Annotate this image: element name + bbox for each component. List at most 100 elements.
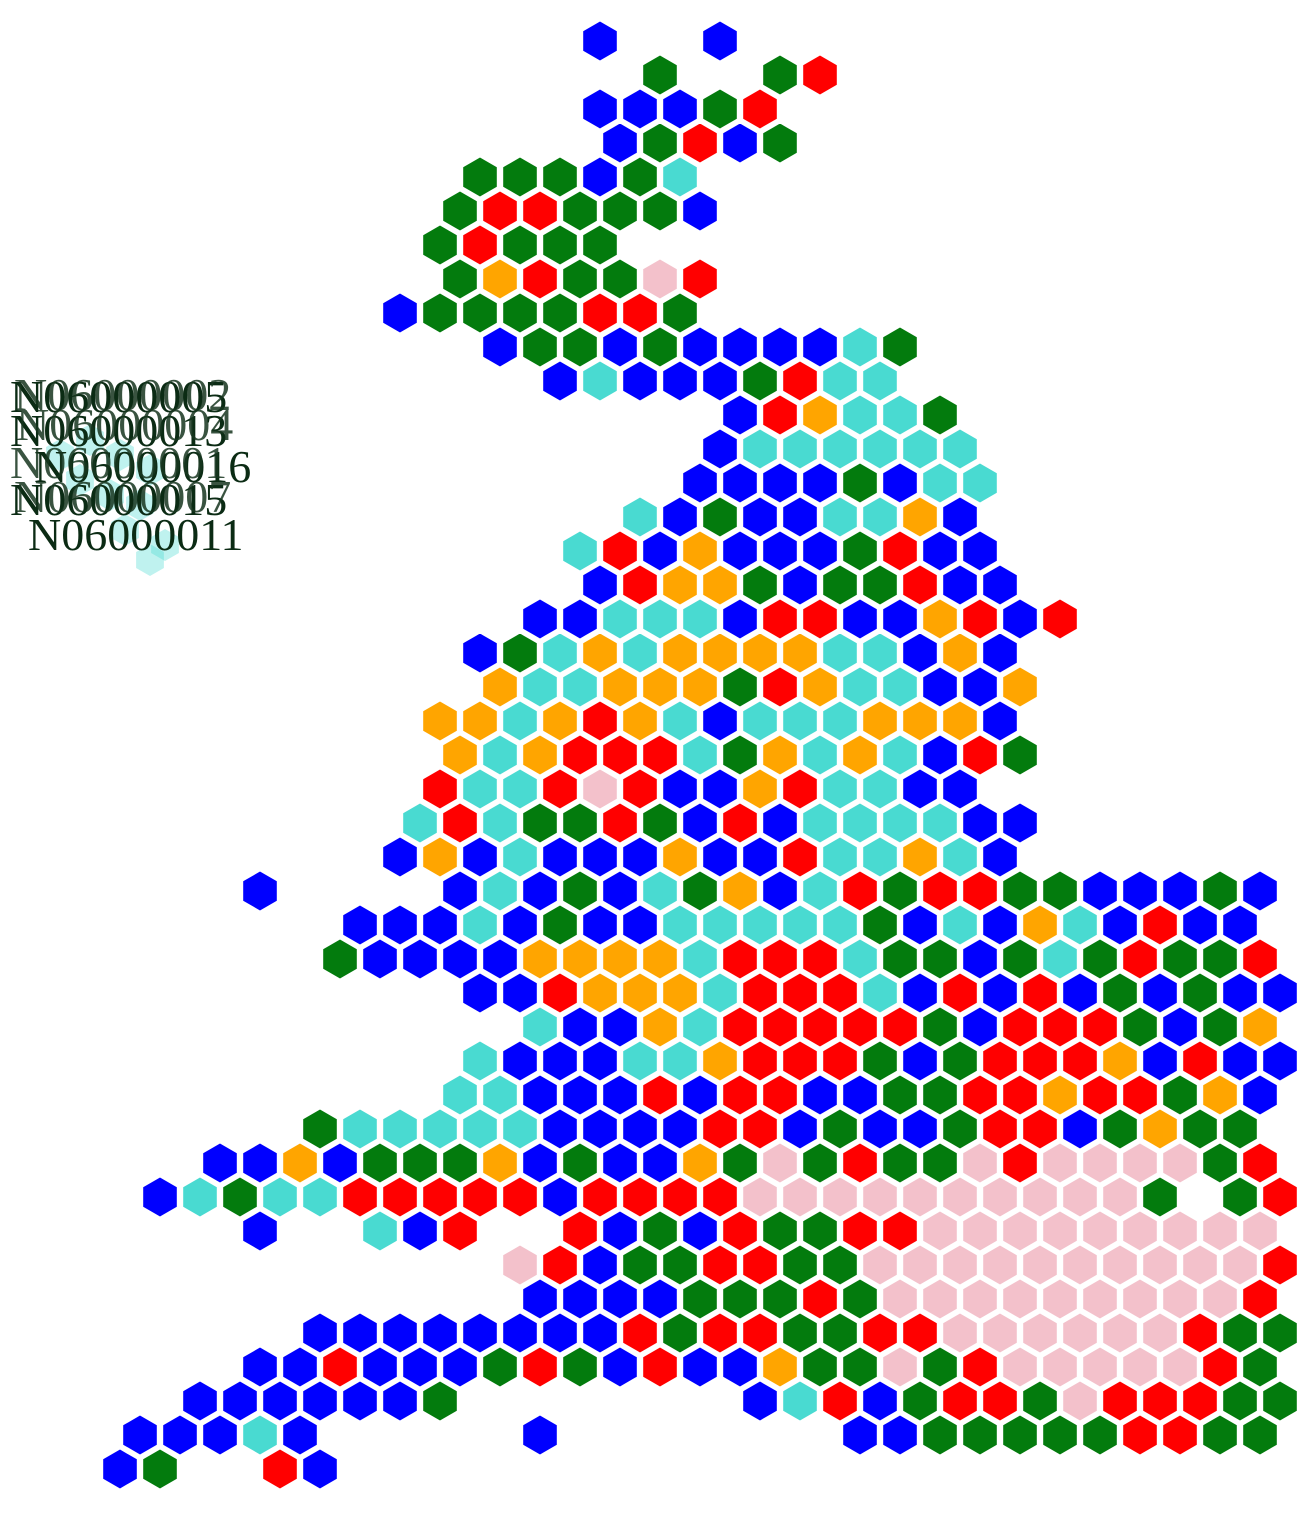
constituency-hex: [962, 1346, 998, 1388]
constituency-hex: [702, 972, 738, 1014]
northern-ireland-hexes: [46, 424, 179, 576]
constituency-hex: [602, 1278, 638, 1320]
constituency-hex: [842, 462, 878, 504]
constituency-hex: [1122, 1074, 1158, 1116]
constituency-hex: [582, 904, 618, 946]
constituency-hex: [462, 700, 498, 742]
constituency-hex: [662, 496, 698, 538]
constituency-hex: [722, 1142, 758, 1184]
constituency-hex: [302, 1380, 338, 1422]
constituency-hex: [462, 1040, 498, 1082]
constituency-hex: [962, 1278, 998, 1320]
constituency-hex: [802, 666, 838, 708]
constituency-hex: [922, 802, 958, 844]
constituency-hex: [1002, 1210, 1038, 1252]
constituency-hex: [1082, 1006, 1118, 1048]
constituency-hex: [542, 156, 578, 198]
constituency-hex: [582, 20, 618, 62]
constituency-hex: [962, 1142, 998, 1184]
constituency-hex: [1042, 1414, 1078, 1456]
constituency-hex: [522, 1006, 558, 1048]
constituency-hex: [942, 768, 978, 810]
constituency-hex: [762, 938, 798, 980]
constituency-hex: [562, 1278, 598, 1320]
constituency-hex: [702, 904, 738, 946]
constituency-hex: [682, 598, 718, 640]
constituency-hex: [1262, 972, 1298, 1014]
constituency-hex: [682, 1346, 718, 1388]
constituency-hex: [882, 1414, 918, 1456]
constituency-hex: [942, 1176, 978, 1218]
constituency-hex: [542, 904, 578, 946]
constituency-hex: [862, 904, 898, 946]
constituency-hex: [782, 768, 818, 810]
constituency-hex: [682, 870, 718, 912]
constituency-hex: [662, 632, 698, 674]
constituency-hex: [702, 1176, 738, 1218]
constituency-hex: [802, 530, 838, 572]
constituency-hex: [1142, 972, 1178, 1014]
constituency-hex: [882, 462, 918, 504]
constituency-hex: [502, 632, 538, 674]
constituency-hex: [1162, 1074, 1198, 1116]
constituency-hex: [1142, 1040, 1178, 1082]
constituency-hex: [862, 564, 898, 606]
constituency-hex: [242, 1414, 278, 1456]
constituency-hex: [1142, 1312, 1178, 1354]
constituency-hex: [982, 972, 1018, 1014]
constituency-hex: [982, 1244, 1018, 1286]
constituency-hex: [562, 326, 598, 368]
constituency-hex: [662, 564, 698, 606]
constituency-hex: [302, 1448, 338, 1490]
constituency-hex: [382, 836, 418, 878]
constituency-hex: [1242, 938, 1278, 980]
constituency-hex: [1222, 904, 1258, 946]
constituency-hex: [302, 1108, 338, 1150]
constituency-hex: [942, 1380, 978, 1422]
constituency-hex: [842, 1346, 878, 1388]
ni-hex: [66, 464, 94, 496]
constituency-hex: [842, 870, 878, 912]
constituency-hex: [522, 190, 558, 232]
constituency-hex: [1102, 1312, 1138, 1354]
constituency-hex: [1202, 1278, 1238, 1320]
constituency-hex: [782, 700, 818, 742]
constituency-hex: [762, 54, 798, 96]
constituency-hex: [882, 802, 918, 844]
constituency-hex: [822, 1312, 858, 1354]
constituency-hex: [242, 1346, 278, 1388]
constituency-hex: [782, 564, 818, 606]
constituency-hex: [642, 666, 678, 708]
constituency-hex: [882, 734, 918, 776]
constituency-hex: [942, 564, 978, 606]
constituency-hex: [982, 1312, 1018, 1354]
constituency-hex: [582, 1312, 618, 1354]
constituency-hex: [942, 1108, 978, 1150]
constituency-hex: [982, 1040, 1018, 1082]
constituency-hex: [1102, 1380, 1138, 1422]
constituency-hex: [1002, 1074, 1038, 1116]
constituency-hex: [522, 1278, 558, 1320]
constituency-hex: [962, 462, 998, 504]
constituency-hex: [622, 1108, 658, 1150]
constituency-hex: [722, 394, 758, 436]
constituency-hex: [1182, 904, 1218, 946]
constituency-hex: [662, 1040, 698, 1082]
constituency-hex: [642, 54, 678, 96]
constituency-hex: [542, 1108, 578, 1150]
constituency-hex: [1042, 1210, 1078, 1252]
constituency-hex: [282, 1142, 318, 1184]
constituency-hex: [1222, 1108, 1258, 1150]
constituency-hex: [1222, 972, 1258, 1014]
constituency-hex: [502, 1040, 538, 1082]
constituency-hex: [442, 1142, 478, 1184]
constituency-hex: [802, 462, 838, 504]
constituency-hex: [742, 496, 778, 538]
constituency-hex: [602, 802, 638, 844]
constituency-hex: [682, 938, 718, 980]
constituency-hex: [1102, 1108, 1138, 1150]
constituency-hex: [702, 1244, 738, 1286]
constituency-hex: [602, 326, 638, 368]
constituency-hex: [642, 734, 678, 776]
constituency-hex: [1162, 1210, 1198, 1252]
